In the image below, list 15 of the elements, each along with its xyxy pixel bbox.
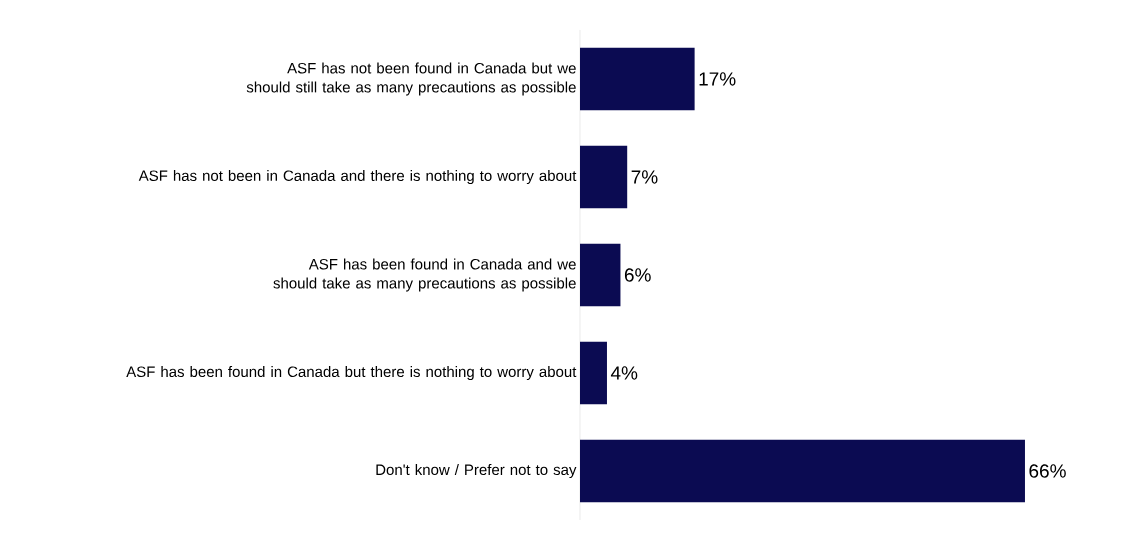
- bar: [580, 439, 1025, 503]
- data-label: 66%: [1029, 464, 1066, 478]
- y-tick-label: Don't know / Prefer not to say: [376, 464, 577, 478]
- data-label: 7%: [631, 170, 658, 184]
- y-tick-label: ASF has been found in Canada and we should take as many precautions as possible: [273, 258, 576, 292]
- bar: [580, 243, 621, 307]
- bar: [580, 145, 628, 209]
- data-label: 4%: [610, 366, 638, 380]
- bar: [580, 341, 607, 405]
- y-tick-label: ASF has not been found in Canada but we should still take as many precautions as possible: [246, 62, 576, 96]
- data-label: 17%: [699, 72, 736, 86]
- y-tick-label: ASF has been found in Canada but there is nothing to worry about: [126, 366, 577, 380]
- bar: [580, 47, 695, 111]
- y-tick-label: ASF has not been in Canada and there is nothing to worry about: [138, 170, 577, 184]
- data-label: 6%: [624, 268, 651, 282]
